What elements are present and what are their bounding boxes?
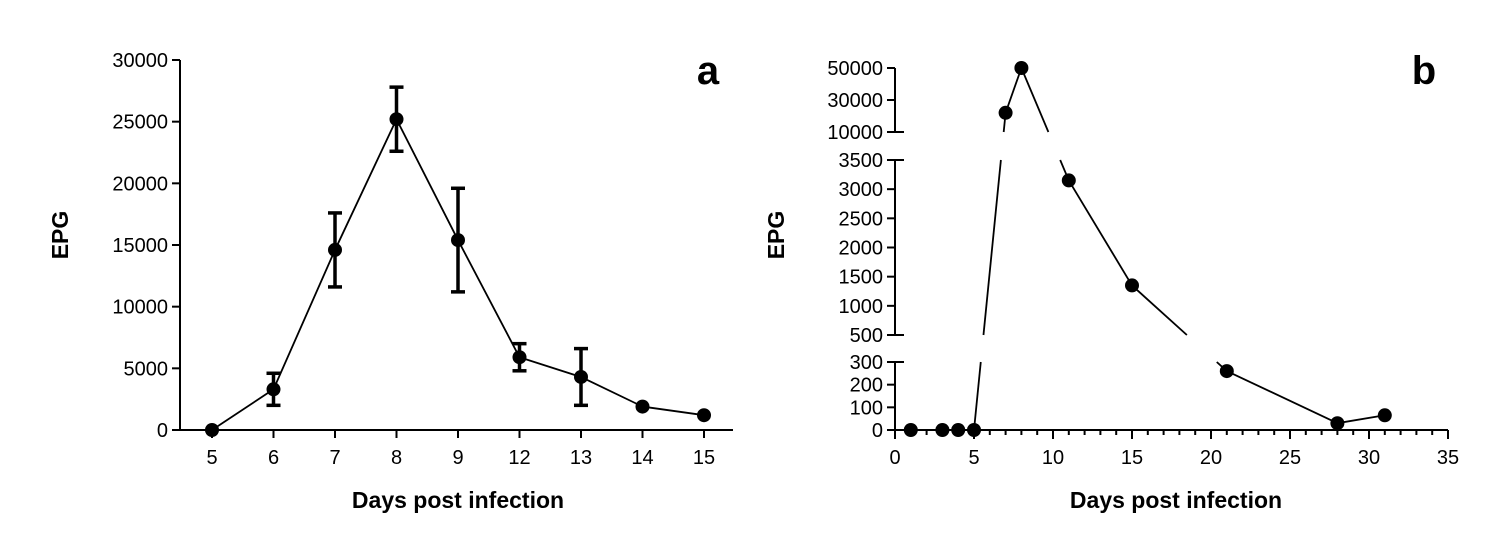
x-tick-label-b: 35 xyxy=(1437,447,1459,469)
data-point-b xyxy=(1125,278,1139,293)
x-tick-label-b: 25 xyxy=(1279,447,1301,469)
series-line-b xyxy=(1337,414,1385,425)
y-axis-title-a: EPG xyxy=(47,211,73,260)
x-tick-label-b: 15 xyxy=(1121,447,1143,469)
data-point-b xyxy=(967,423,981,437)
y-tick-label-b: 2500 xyxy=(839,208,884,230)
y-tick-label-b: 50000 xyxy=(827,58,883,80)
data-point-b xyxy=(1061,173,1076,188)
y-tick-label-a: 30000 xyxy=(112,50,168,72)
x-axis-title-a: Days post infection xyxy=(352,487,564,513)
data-point-b xyxy=(1219,364,1234,379)
x-tick-label-a: 8 xyxy=(391,447,402,469)
x-tick-label-b: 30 xyxy=(1358,447,1380,469)
data-point-a xyxy=(328,242,342,257)
y-tick-label-b: 100 xyxy=(850,397,883,419)
data-point-b xyxy=(1014,61,1029,75)
data-point-b xyxy=(1377,408,1392,423)
series-line-b xyxy=(1131,284,1188,336)
data-point-a xyxy=(635,399,650,414)
x-tick-label-a: 6 xyxy=(268,447,279,469)
y-tick-label-a: 5000 xyxy=(124,358,169,380)
y-tick-label-b: 1000 xyxy=(839,296,884,318)
x-tick-label-b: 20 xyxy=(1200,447,1222,469)
y-tick-label-b: 3500 xyxy=(839,150,884,172)
y-tick-label-b: 10000 xyxy=(827,122,883,144)
data-point-b xyxy=(935,423,950,437)
y-axis-title-b: EPG xyxy=(763,211,789,260)
series-line-b xyxy=(1226,370,1338,425)
x-tick-label-b: 0 xyxy=(889,447,900,469)
x-axis-title-b: Days post infection xyxy=(1070,487,1282,513)
data-point-a xyxy=(451,233,465,248)
data-point-b xyxy=(951,423,966,437)
data-point-b xyxy=(903,423,918,437)
series-line-b xyxy=(1020,67,1050,133)
y-tick-label-b: 300 xyxy=(850,352,883,374)
y-tick-label-b: 2000 xyxy=(839,238,884,260)
x-tick-label-a: 15 xyxy=(693,447,715,469)
data-point-a xyxy=(389,112,404,127)
x-tick-label-a: 7 xyxy=(329,447,340,469)
y-tick-label-a: 0 xyxy=(157,420,168,442)
y-tick-label-a: 15000 xyxy=(112,235,168,257)
chart-panel-a: a Days post infection EPG 0 5000 10000 1500… xyxy=(47,49,733,513)
series-line-b xyxy=(973,361,982,431)
data-point-a xyxy=(205,423,219,437)
x-tick-label-a: 14 xyxy=(631,447,653,469)
series-line-b xyxy=(1004,67,1023,114)
y-tick-label-a: 10000 xyxy=(112,297,168,319)
panel-letter-a: a xyxy=(697,49,720,93)
y-tick-label-b: 1500 xyxy=(839,267,884,289)
x-tick-label-b: 5 xyxy=(968,447,979,469)
x-tick-label-a: 9 xyxy=(452,447,463,469)
x-tick-label-a: 12 xyxy=(508,447,530,469)
y-tick-label-b: 3000 xyxy=(839,179,884,201)
y-tick-label-b: 0 xyxy=(872,420,883,442)
x-tick-label-a: 5 xyxy=(206,447,217,469)
data-point-a xyxy=(266,382,281,397)
x-tick-label-a: 13 xyxy=(570,447,592,469)
x-tick-label-b: 10 xyxy=(1042,447,1064,469)
data-point-a xyxy=(574,369,588,384)
y-tick-label-b: 30000 xyxy=(827,90,883,112)
data-point-b xyxy=(1330,416,1345,431)
y-tick-label-b: 500 xyxy=(850,325,883,347)
panel-letter-b: b xyxy=(1412,49,1436,93)
data-point-a xyxy=(697,408,711,423)
series-line-b xyxy=(1068,179,1133,286)
y-tick-label-a: 25000 xyxy=(112,112,168,134)
series-line-b xyxy=(982,159,1002,336)
data-point-b xyxy=(998,105,1013,120)
chart-panel-b: b Days post infection EPG 0 5 10 15 20 25 30 35… xyxy=(763,49,1459,513)
y-tick-label-a: 20000 xyxy=(112,173,168,195)
y-tick-label-b: 200 xyxy=(850,375,883,397)
data-point-a xyxy=(512,350,527,365)
